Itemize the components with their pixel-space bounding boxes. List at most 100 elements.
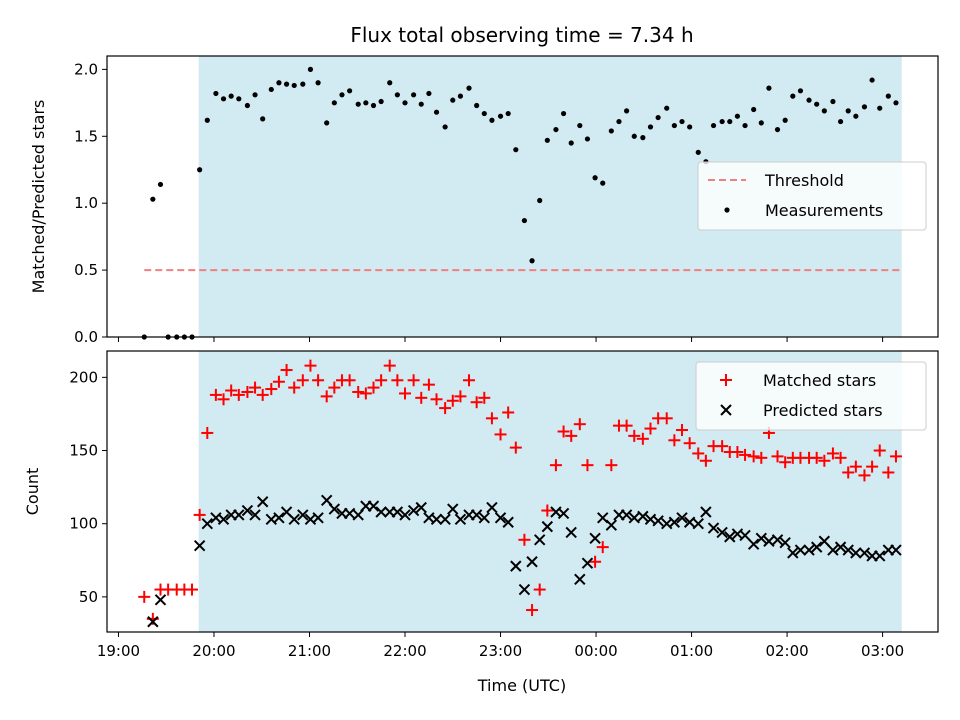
matched-star-point: [328, 381, 341, 394]
cross-b: [297, 509, 309, 521]
predicted-star-point: [834, 541, 847, 553]
matched-star-point: [628, 429, 641, 442]
measurement-point: [671, 122, 677, 129]
x-axis-label: Time (UTC): [477, 676, 566, 695]
matched-star-point: [399, 387, 412, 400]
matched-star-point: [209, 388, 222, 401]
predicted-star-point: [700, 506, 712, 518]
predicted-star-point: [827, 544, 839, 556]
measurement-point: [592, 175, 598, 181]
matched-star-point: [565, 429, 578, 442]
predicted-star-point: [874, 550, 886, 562]
matched-star-point: [272, 375, 285, 388]
cross-b: [375, 506, 387, 518]
predicted-star-point: [367, 500, 380, 512]
measurement-point: [560, 110, 567, 117]
measurement-point: [647, 124, 654, 130]
predicted-star-point: [890, 544, 902, 556]
cross-b: [241, 504, 254, 517]
cross-b: [470, 509, 483, 521]
matched-star-point: [605, 459, 618, 472]
cross-b: [574, 573, 586, 586]
cross-b: [827, 544, 839, 556]
predicted-star-point: [233, 509, 245, 521]
measurement-point: [608, 128, 614, 134]
matched-star-point: [589, 555, 602, 568]
measurement-point: [513, 147, 519, 153]
cross-b: [890, 544, 902, 556]
measurement-point: [418, 101, 424, 107]
predicted-star-point: [328, 503, 341, 515]
predicted-star-point: [288, 513, 300, 526]
matched-star-point: [138, 590, 151, 603]
y-tick-label: 150: [69, 442, 98, 460]
matched-star-point: [747, 450, 760, 463]
predicted-star-point: [375, 506, 387, 518]
legend-predicted-swatch: [720, 404, 732, 416]
cross-b: [779, 537, 791, 549]
predicted-star-point: [430, 513, 443, 526]
measurement-point: [521, 217, 528, 224]
measurement-point: [766, 85, 772, 91]
measurement-point: [537, 197, 543, 204]
cross-b: [747, 538, 760, 550]
y-tick-label: 2.0: [74, 60, 98, 78]
cross-b: [154, 594, 167, 606]
measurement-point: [853, 113, 859, 119]
cross-b: [565, 526, 577, 539]
measurement-point: [236, 96, 242, 102]
predicted-star-point: [850, 547, 862, 559]
measurement-point: [433, 109, 440, 115]
measurement-point: [837, 118, 844, 125]
cross-b: [637, 510, 649, 523]
measurement-point: [363, 100, 369, 106]
measurement-point: [204, 117, 210, 123]
cross-b: [486, 501, 498, 514]
matched-star-point: [312, 374, 325, 387]
predicted-star-point: [620, 509, 633, 521]
predicted-star-point: [818, 535, 831, 547]
cross-b: [502, 516, 514, 528]
measurement-point: [355, 101, 361, 107]
measurement-point: [553, 126, 559, 133]
measurement-point: [474, 102, 480, 109]
measurement-point: [411, 92, 417, 98]
matched-star-point: [383, 359, 396, 372]
cross-b: [265, 513, 277, 526]
matched-star-point: [541, 504, 554, 517]
cross-b: [707, 522, 720, 534]
predicted-star-point: [518, 583, 531, 596]
matched-star-point: [391, 374, 404, 387]
predicted-star-point: [454, 513, 467, 526]
legend-predicted-label: Predicted stars: [763, 401, 883, 420]
cross-b: [810, 541, 823, 553]
predicted-star-point: [676, 512, 688, 524]
measurement-point: [466, 85, 472, 91]
cross-b: [668, 516, 681, 528]
matched-star-point: [692, 447, 705, 460]
matched-star-point: [280, 364, 293, 377]
cross-b: [439, 513, 451, 526]
matched-star-point: [288, 381, 301, 394]
measurement-point: [150, 196, 156, 202]
cross-b: [834, 541, 847, 553]
legend-threshold-label: Threshold: [764, 171, 844, 190]
x-tick-label: 03:00: [861, 642, 904, 660]
bottom-panel: 50 100 150 200 19:00 20:00 21:00 22:00 23:00 00:0…: [23, 350, 939, 660]
y-tick-label: 200: [69, 368, 98, 386]
predicted-star-point: [391, 506, 404, 518]
cross-b: [724, 531, 736, 543]
cross-b: [858, 547, 871, 559]
measurement-point: [734, 113, 741, 119]
matched-star-point: [683, 437, 696, 450]
cross-b: [581, 557, 594, 569]
predicted-star-point: [273, 512, 285, 524]
matched-star-point: [320, 390, 333, 403]
cross-b: [692, 517, 704, 530]
matched-star-point: [186, 583, 199, 596]
cross-b: [328, 503, 341, 515]
measurement-point: [402, 100, 408, 106]
predicted-star-point: [628, 512, 640, 524]
measurement-point: [695, 149, 701, 155]
matched-star-point: [526, 604, 539, 617]
